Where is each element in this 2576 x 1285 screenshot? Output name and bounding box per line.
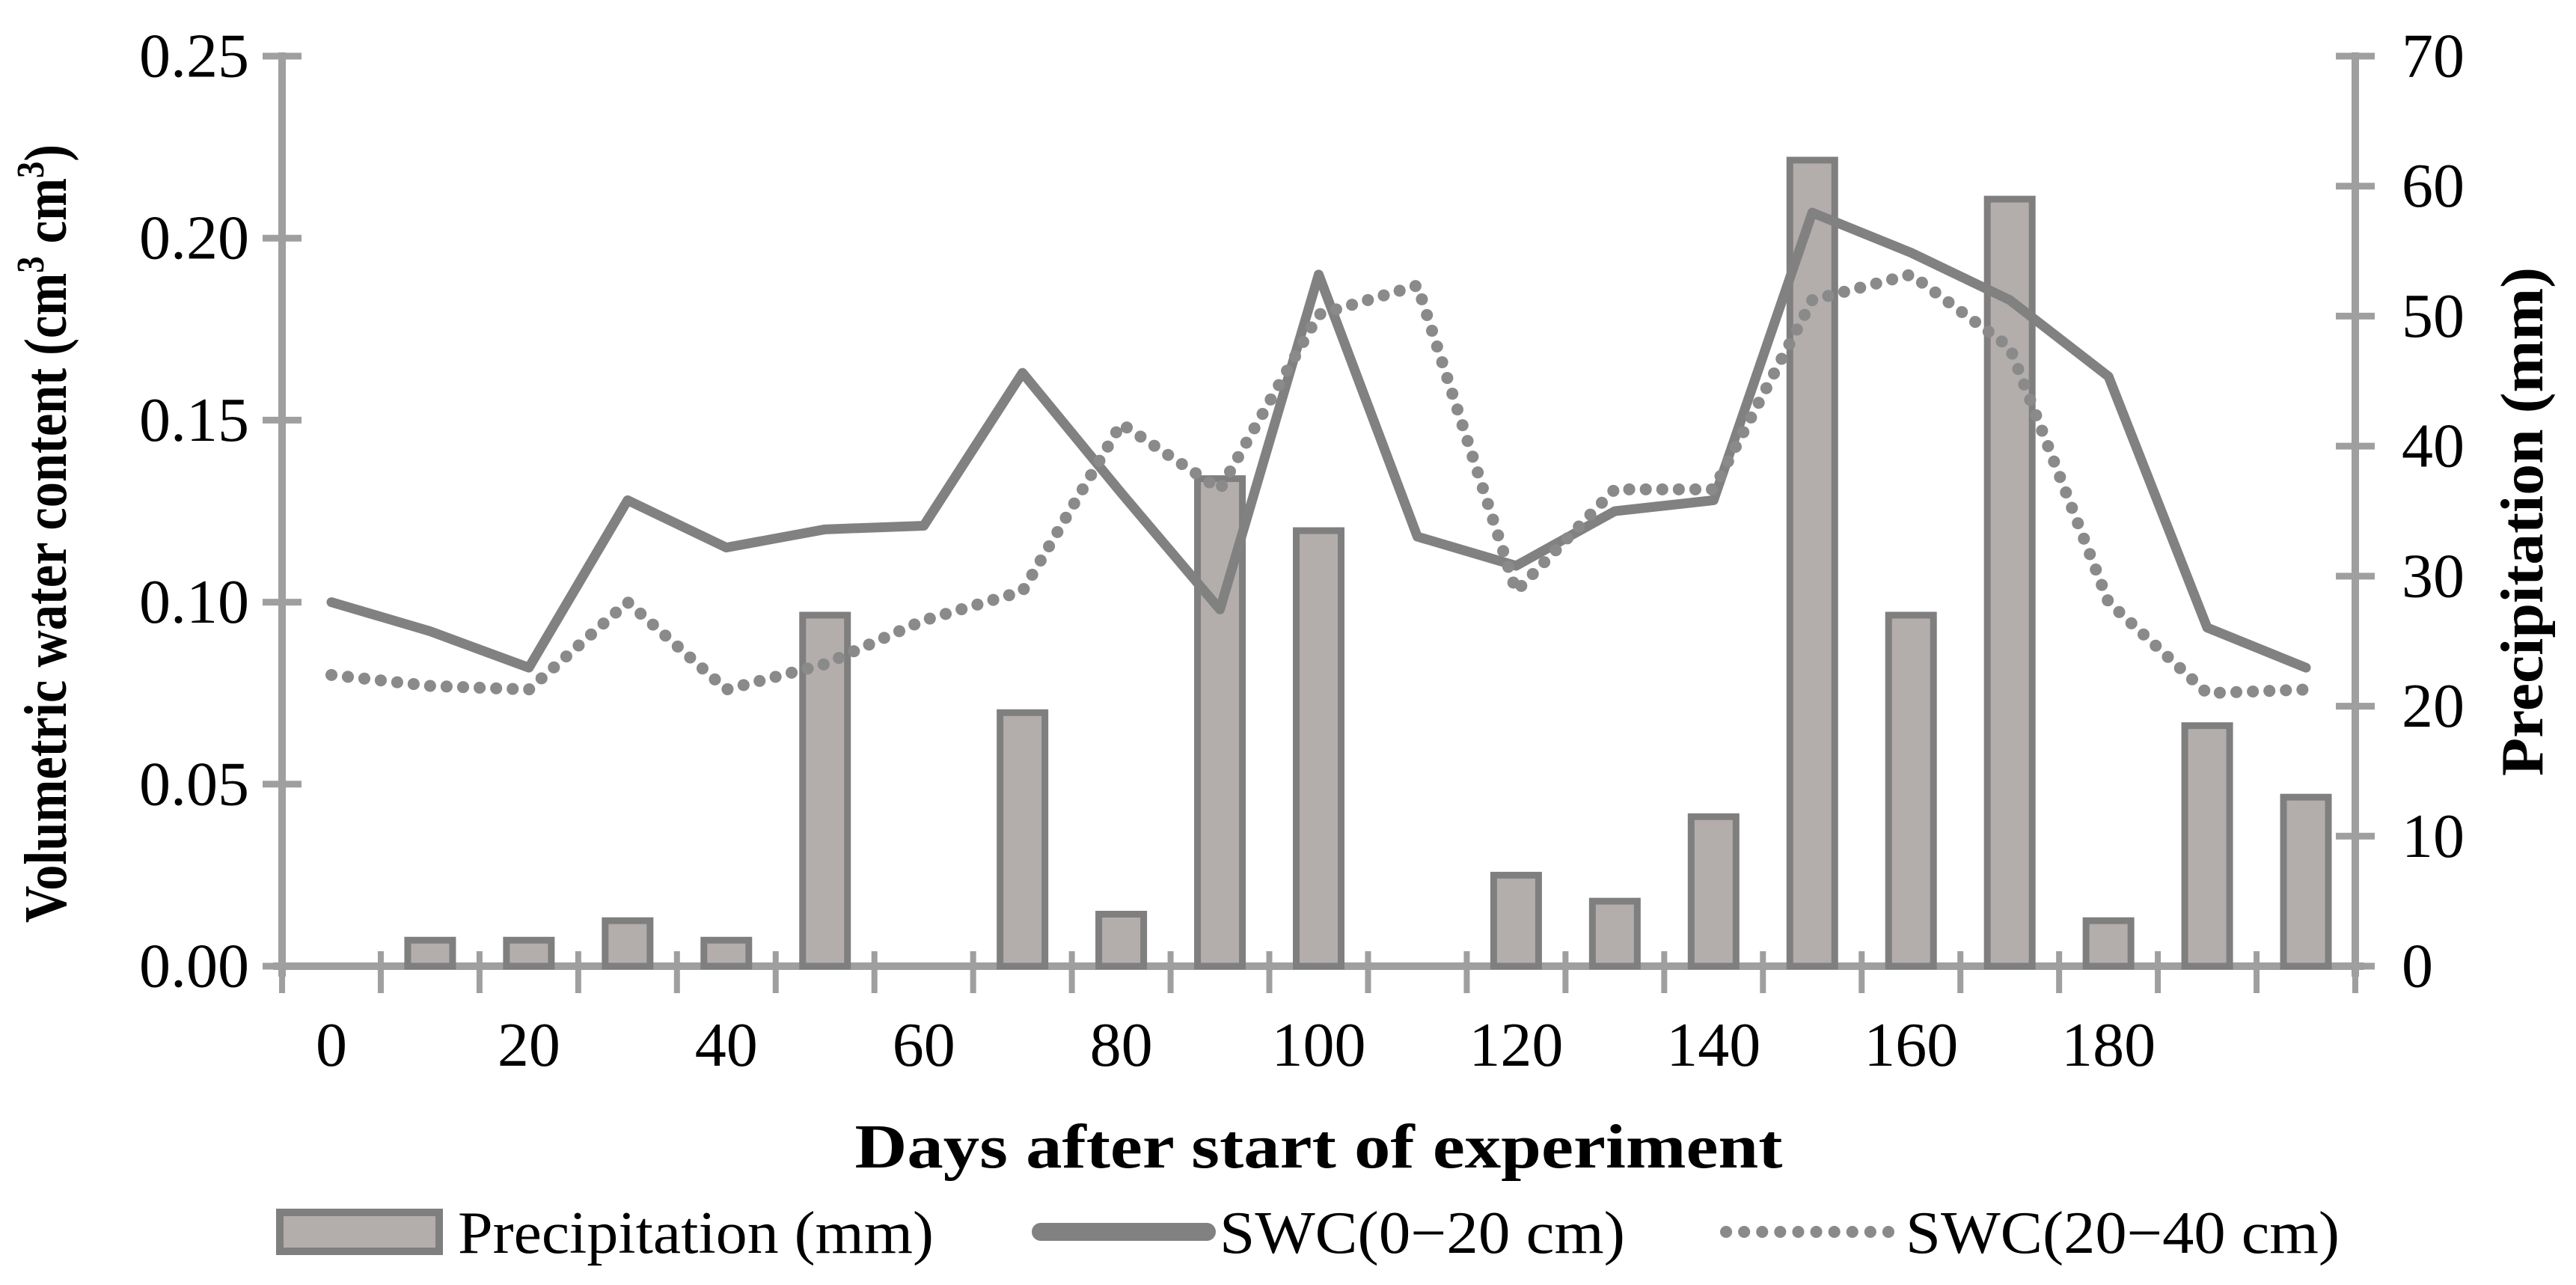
precipitation-bar-day-140 xyxy=(1687,813,1740,970)
left-axis-tick-label: 0.25 xyxy=(139,22,249,91)
right-axis-tick-label: 50 xyxy=(2402,281,2465,351)
precipitation-bar-day-130 xyxy=(1588,897,1641,970)
x-axis-tick-label: 40 xyxy=(695,1010,758,1080)
legend-label-swc-20-40: SWC(20−40 cm) xyxy=(1906,1200,2340,1266)
left-axis-title: Volumetric water content (cm3​ cm3​) xyxy=(10,144,79,923)
x-axis-tick-label: 160 xyxy=(1864,1010,1958,1080)
x-axis-tick-label: 180 xyxy=(2061,1010,2156,1080)
left-axis-tick-label: 0.05 xyxy=(139,749,249,819)
precipitation-bar-day-160 xyxy=(1885,611,1937,970)
precipitation-bar-day-150 xyxy=(1786,156,1838,970)
swc-0-20-line xyxy=(326,207,2311,673)
x-axis-title: Days after start of experiment xyxy=(855,1112,1783,1182)
precipitation-bar-day-20 xyxy=(503,936,555,970)
legend-label-precipitation: Precipitation (mm) xyxy=(458,1200,934,1266)
x-axis-tick-label: 120 xyxy=(1469,1010,1563,1080)
precipitation-bar-day-170 xyxy=(1983,195,2036,970)
right-axis-tick-label: 30 xyxy=(2402,541,2465,611)
legend: Precipitation (mm) SWC(0−20 cm) SWC(20−40 … xyxy=(276,1200,2340,1266)
swc-lines xyxy=(325,207,2313,700)
precipitation-bar-day-100 xyxy=(1293,527,1344,970)
right-axis-tick-label: 70 xyxy=(2402,22,2465,91)
tick-labels: 0.00 0.05 0.10 0.15 0.20 0.25 0 10 20 30 40 50 60 70 0… xyxy=(139,22,2465,1081)
x-axis-tick-label: 140 xyxy=(1666,1010,1760,1080)
left-axis-tick-label: 0.20 xyxy=(139,204,249,273)
left-axis-tick-label: 0.10 xyxy=(139,567,249,637)
legend-swatch-precipitation xyxy=(276,1209,443,1255)
precipitation-bar-day-120 xyxy=(1490,871,1542,970)
x-axis-tick-label: 0 xyxy=(316,1010,347,1080)
right-axis-tick-label: 40 xyxy=(2402,412,2465,481)
x-axis-tick-label: 100 xyxy=(1272,1010,1366,1080)
precipitation-bar-day-190 xyxy=(2181,722,2233,970)
precipitation-bar-day-80 xyxy=(1095,911,1148,970)
right-axis-tick-label: 60 xyxy=(2402,151,2465,221)
right-axis-tick-label: 20 xyxy=(2402,671,2465,741)
x-axis-tick-label: 20 xyxy=(498,1010,560,1080)
x-axis-tick-label: 80 xyxy=(1090,1010,1153,1080)
precipitation-bar-day-10 xyxy=(404,936,456,970)
right-axis-tick-label: 0 xyxy=(2402,932,2433,1001)
precipitation-bar-day-30 xyxy=(602,917,654,970)
precipitation-bar-day-200 xyxy=(2280,793,2332,970)
right-axis-title: Precipitation (mm) xyxy=(2490,267,2556,776)
left-axis-tick-label: 0.15 xyxy=(139,385,249,455)
precipitation-bar-day-180 xyxy=(2082,917,2135,970)
axis-titles: Volumetric water content (cm3​ cm3​) Prec… xyxy=(10,144,2556,1182)
precipitation-bars xyxy=(404,156,2332,970)
precipitation-bar-day-40 xyxy=(700,936,753,970)
right-axis-tick-label: 10 xyxy=(2402,802,2465,871)
swc-20-40-line xyxy=(325,268,2313,700)
legend-label-swc-0-20: SWC(0−20 cm) xyxy=(1220,1200,1625,1266)
precipitation-bar-day-70 xyxy=(997,709,1049,970)
x-axis-tick-label: 60 xyxy=(893,1010,955,1080)
left-axis-tick-label: 0.00 xyxy=(139,932,249,1001)
